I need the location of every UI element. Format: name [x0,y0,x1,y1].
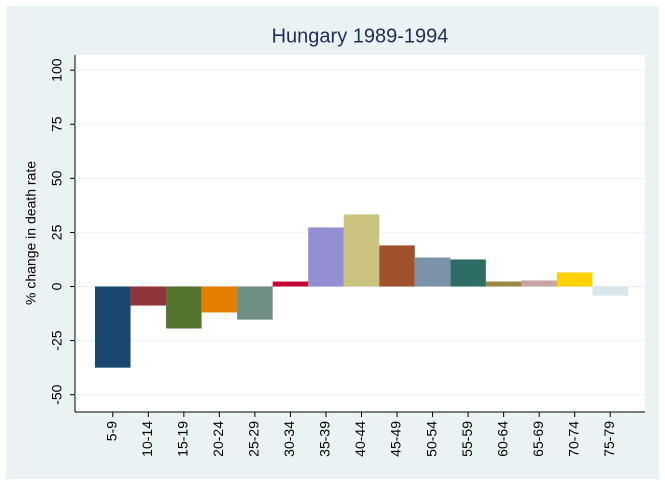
x-tick-label: 5-9 [103,421,119,441]
bar [95,286,131,368]
bar [556,272,593,287]
x-tick-label: 30-34 [281,421,297,457]
y-tick-label: 25 [49,224,65,240]
x-tick-label: 40-44 [352,421,368,457]
x-tick-label: 25-29 [246,421,262,457]
bar [343,214,380,287]
x-tick-label: 20-24 [210,421,226,457]
chart-title: Hungary 1989-1994 [272,25,449,47]
y-tick-label: 100 [49,58,65,82]
y-tick-label: 0 [49,282,65,290]
y-tick-label: -25 [49,330,65,350]
bar [521,280,557,287]
x-tick-label: 65-69 [530,421,546,457]
y-tick-label: 75 [49,116,65,132]
x-tick-label: 75-79 [601,421,617,457]
x-tick-label: 15-19 [175,421,191,457]
bar [379,245,415,287]
x-tick-label: 70-74 [565,421,581,457]
bar [166,286,202,329]
x-tick-label: 10-14 [139,421,155,457]
bar [130,286,167,306]
bar [450,259,486,287]
x-tick-label: 50-54 [423,421,439,457]
x-tick-label: 60-64 [494,421,510,457]
bar [237,286,273,320]
y-axis-label: % change in death rate [23,161,39,305]
bar [201,286,238,313]
bar [592,286,628,296]
x-tick-label: 55-59 [459,421,475,457]
x-tick-label: 35-39 [317,421,333,457]
bar [485,281,522,287]
y-tick-label: 50 [49,170,65,186]
x-tick-label: 45-49 [388,421,404,457]
bar [308,227,344,287]
bar [414,257,451,287]
bar [272,281,309,287]
y-tick-label: -50 [49,384,65,404]
